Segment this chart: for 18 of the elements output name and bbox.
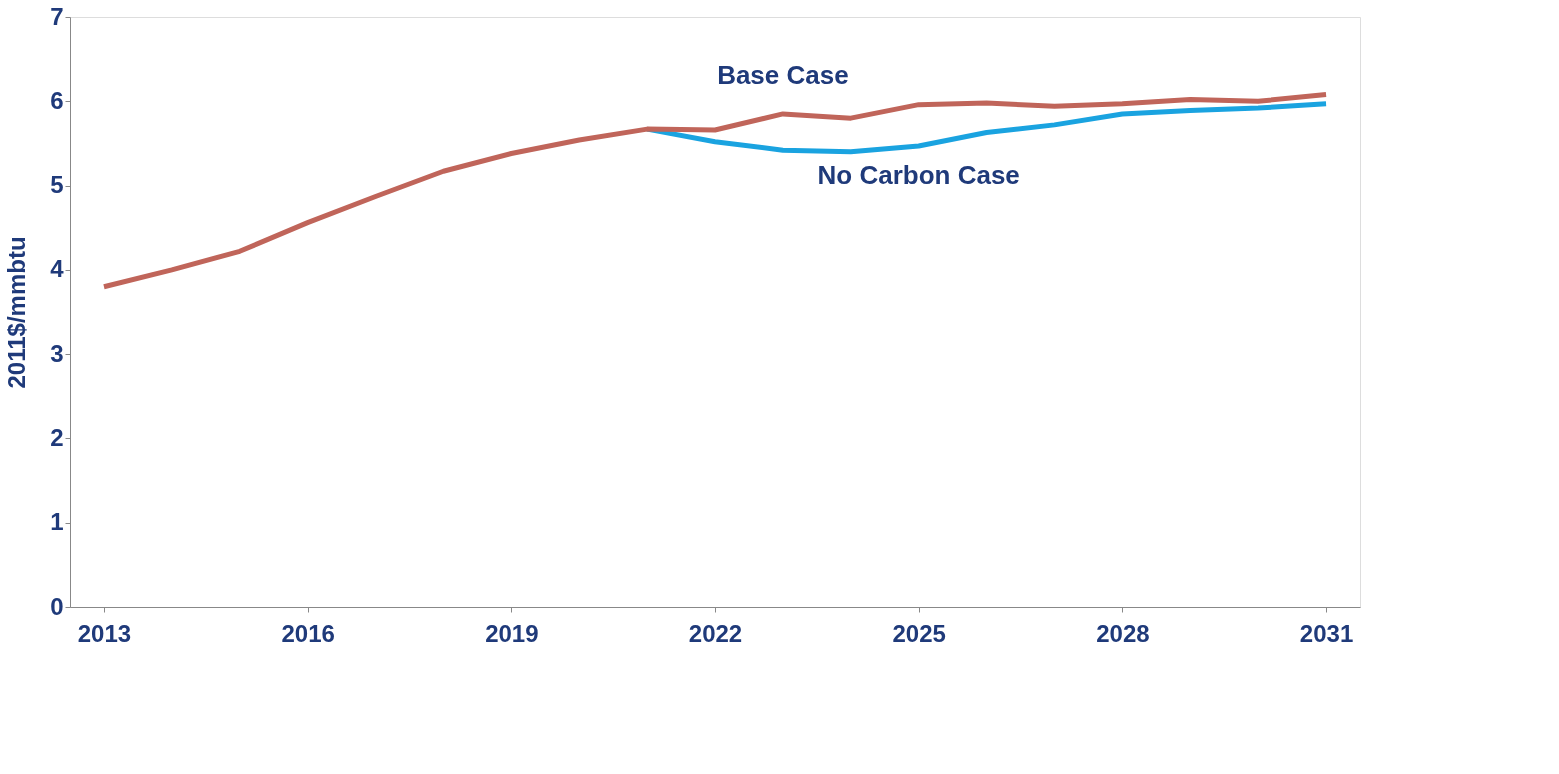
y-axis-title: 2011$/mmbtu [3, 236, 31, 389]
x-tick-label: 2022 [688, 619, 743, 647]
y-tick-label: 1 [50, 508, 64, 536]
x-tick-label: 2016 [281, 619, 335, 647]
x-tick-label: 2028 [1096, 619, 1150, 647]
y-tick-label: 7 [50, 2, 64, 30]
y-tick-label: 6 [50, 86, 64, 114]
y-tick-label: 0 [50, 592, 64, 620]
x-tick-label: 2019 [485, 619, 539, 647]
y-tick-label: 5 [50, 171, 64, 199]
x-tick-label: 2031 [1299, 619, 1354, 647]
y-tick-label: 3 [50, 339, 64, 367]
y-tick-label: 2 [50, 423, 64, 451]
x-tick-label: 2025 [892, 619, 946, 647]
y-tick-label: 4 [50, 255, 65, 283]
x-tick-label: 2013 [77, 619, 132, 647]
series-label: No Carbon Case [817, 159, 1020, 190]
series-label: Base Case [717, 59, 849, 90]
